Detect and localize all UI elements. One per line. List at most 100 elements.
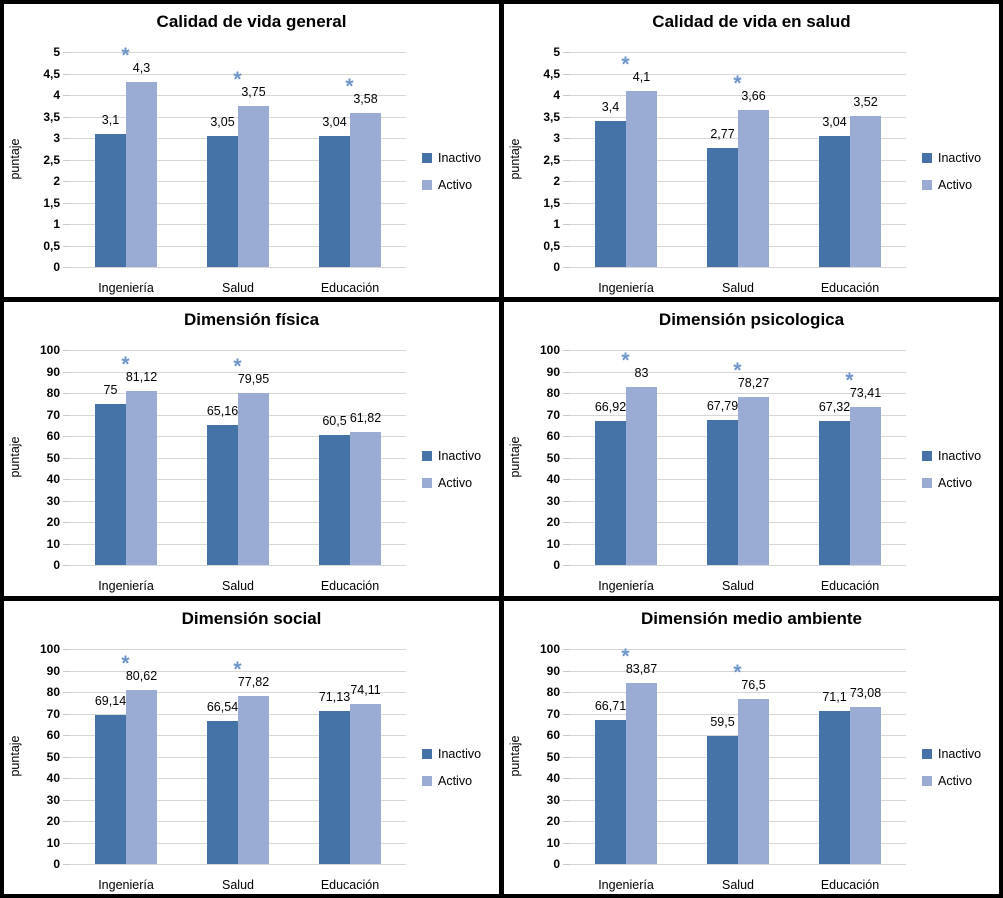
bar-activo-educación (350, 704, 381, 864)
y-axis-tick (563, 479, 570, 481)
value-label-activo: 81,12 (125, 369, 158, 384)
y-axis-tick (63, 863, 70, 865)
y-tick-label: 3,5 (43, 110, 60, 124)
y-axis-tick (63, 479, 70, 481)
bar-activo-ingeniería (126, 82, 157, 267)
category-label: Salud (222, 579, 254, 594)
gridline (570, 863, 906, 865)
gridline (70, 863, 406, 865)
y-axis-tick (563, 670, 570, 672)
gridline (570, 648, 906, 650)
chart-panel: Dimensión psicologica puntaje 0 10 20 30 40 5… (504, 302, 999, 596)
bar-activo-ingeniería (126, 390, 157, 566)
y-axis-tick (563, 372, 570, 374)
category-label: Educación (320, 579, 380, 594)
legend-label: Activo (938, 774, 973, 789)
legend-swatch-inactivo-icon (422, 450, 432, 461)
significance-asterisk-icon: * (621, 645, 630, 669)
y-axis-tick (63, 246, 70, 247)
y-tick-label: 2 (553, 174, 560, 188)
bar-inactivo-educación (819, 710, 850, 864)
value-label-activo: 3,66 (741, 88, 766, 103)
y-axis-tick (63, 74, 70, 75)
legend-label: Inactivo (938, 150, 982, 165)
chart-title: Dimensión física (183, 310, 320, 330)
y-axis-tick (63, 181, 70, 182)
y-axis-tick (563, 203, 570, 204)
bar-inactivo-ingeniería (595, 421, 626, 566)
gridline (70, 691, 406, 693)
significance-asterisk-icon: * (121, 652, 130, 676)
y-tick-label: 2,5 (543, 153, 560, 167)
chart-title: Dimensión psicologica (658, 310, 845, 330)
plot-area: 0 10 20 30 40 50 60 70 80 90 100 75 81,12 * Ingeniería… (40, 343, 406, 593)
y-axis-tick (63, 224, 70, 225)
bar-inactivo-salud (707, 419, 738, 566)
y-axis-tick (563, 734, 570, 736)
significance-asterisk-icon: * (733, 359, 742, 383)
bar-activo-educación (850, 706, 881, 864)
value-label-activo: 83 (634, 365, 649, 380)
bar-inactivo-educación (319, 435, 350, 566)
legend-swatch-inactivo-icon (422, 152, 432, 163)
legend: Inactivo Activo (422, 448, 481, 502)
y-tick-label: 100 (39, 641, 60, 656)
chart-title: Calidad de vida general (156, 12, 347, 31)
chart-panel: Dimensión medio ambiente puntaje 0 10 20 30… (504, 600, 999, 894)
y-axis-tick (563, 691, 570, 693)
chart-panel: Dimensión social puntaje 0 10 20 30 40 50 60 70… (4, 600, 499, 894)
legend-label: Inactivo (438, 747, 482, 762)
significance-asterisk-icon: * (121, 44, 130, 68)
value-label-inactivo: 2,77 (710, 126, 735, 141)
y-tick-label: 4 (553, 88, 560, 102)
bar-activo-salud (738, 397, 769, 566)
y-axis-tick (63, 160, 70, 161)
chart-panel: Calidad de vida en salud puntaje 0 0,5 1 1,… (504, 4, 999, 298)
y-tick-label: 0 (53, 558, 60, 573)
legend-swatch-inactivo-icon (922, 152, 932, 163)
y-tick-label: 0 (553, 856, 560, 871)
y-axis-tick (563, 501, 570, 503)
y-axis-tick (63, 117, 70, 118)
gridline (70, 74, 406, 75)
y-tick-label: 60 (46, 429, 60, 444)
y-tick-label: 100 (539, 641, 560, 656)
y-tick-label: 10 (546, 835, 560, 850)
y-tick-label: 40 (546, 472, 560, 487)
value-label-inactivo: 66,92 (594, 400, 627, 415)
y-axis-tick (563, 756, 570, 758)
bar-activo-salud (238, 696, 269, 864)
value-label-inactivo: 69,14 (94, 694, 127, 708)
y-tick-label: 50 (546, 749, 560, 764)
gridline (70, 350, 406, 352)
y-tick-label: 60 (46, 727, 60, 742)
y-axis-tick (63, 756, 70, 758)
y-tick-label: 40 (46, 472, 60, 487)
gridline (70, 267, 406, 268)
category-label: Educación (320, 281, 380, 295)
y-tick-label: 60 (546, 727, 560, 742)
y-tick-label: 10 (46, 537, 60, 552)
y-axis-tick (563, 52, 570, 53)
legend: Inactivo Activo (922, 448, 981, 502)
value-label-inactivo: 67,32 (818, 399, 851, 414)
y-axis-tick (563, 415, 570, 417)
y-axis-tick (563, 648, 570, 650)
category-label: Educación (820, 579, 880, 594)
legend-label: Activo (438, 475, 473, 490)
y-tick-label: 3 (553, 131, 560, 145)
value-label-inactivo: 3,04 (322, 115, 347, 130)
y-tick-label: 50 (46, 749, 60, 764)
y-axis-tick (563, 350, 570, 352)
value-label-activo: 76,5 (741, 678, 766, 693)
bar-activo-ingeniería (626, 90, 657, 267)
bar-inactivo-salud (207, 425, 238, 566)
y-tick-label: 0,5 (43, 239, 60, 253)
y-axis-tick (563, 777, 570, 779)
y-axis-tick (563, 117, 570, 118)
chart-title: Calidad de vida en salud (652, 12, 851, 31)
gridline (70, 565, 406, 567)
value-label-inactivo: 59,5 (710, 714, 735, 729)
y-tick-label: 0,5 (543, 239, 560, 253)
bar-inactivo-educación (819, 420, 850, 566)
